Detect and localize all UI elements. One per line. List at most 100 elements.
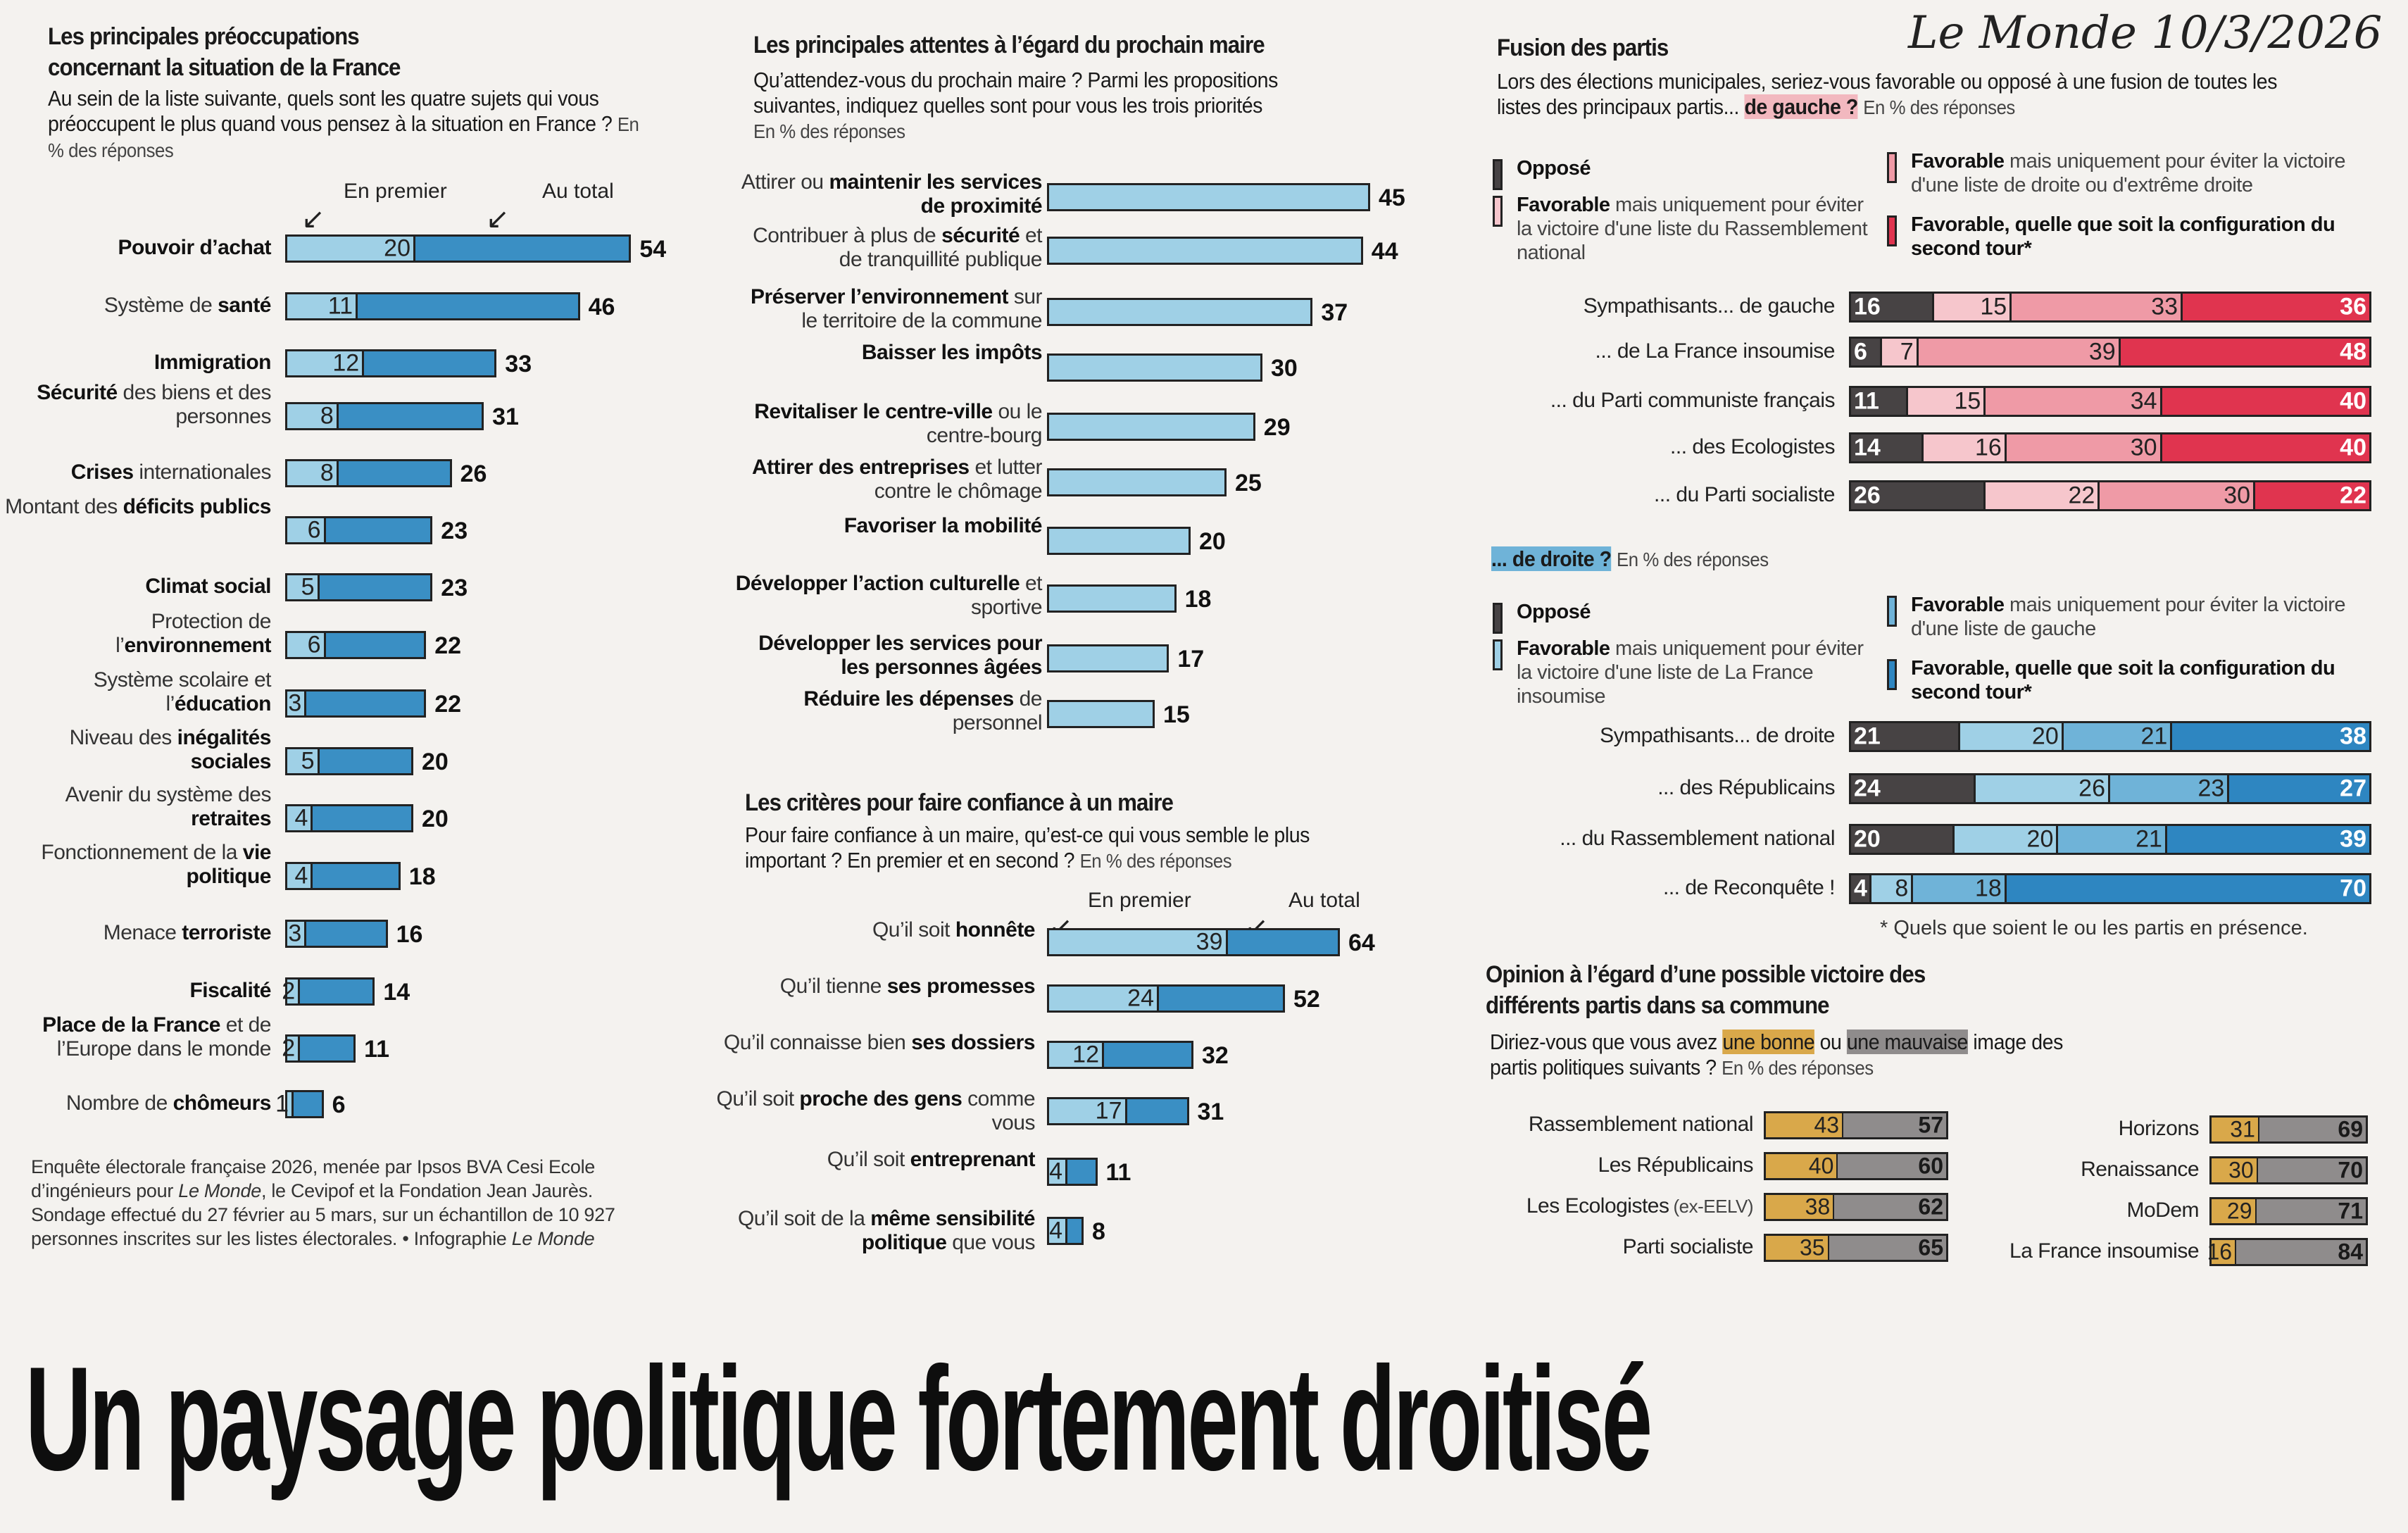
- value-good: 43: [1814, 1112, 1840, 1138]
- segment-value: 40: [2340, 387, 2366, 415]
- attentes-question: Qu’attendez-vous du prochain maire ? Par…: [753, 68, 1278, 118]
- label-normal: Qu’il soit: [872, 918, 955, 941]
- value-first: 2: [282, 977, 296, 1005]
- legend-bold: Favorable: [1911, 594, 2005, 616]
- label-normal: et lutter contre le chômage: [874, 456, 1043, 503]
- segment-good: 43: [1766, 1112, 1844, 1138]
- label-bold: Revitaliser le centre-ville: [754, 400, 993, 423]
- label-normal: et de tranquillité publique: [839, 224, 1043, 271]
- segment: 4: [1851, 875, 1872, 902]
- label-bold: éducation: [174, 692, 272, 715]
- footnote: * Quels que soient le ou les partis en p…: [1880, 917, 2308, 939]
- label-bold: ses promesses: [886, 975, 1036, 998]
- stacked-bar: 16 15 33 36: [1849, 292, 2371, 323]
- party-name: La France insoumise: [2009, 1239, 2199, 1263]
- segment-first: 39: [1049, 928, 1228, 956]
- label-bold: Favoriser la mobilité: [844, 514, 1043, 537]
- label-normal: Montant des: [5, 495, 123, 518]
- value-total: 20: [422, 749, 449, 775]
- segment-first: 20: [287, 234, 415, 262]
- segment-value: 6: [1854, 338, 1867, 365]
- segment-value: 22: [2068, 482, 2095, 509]
- label-normal: Qu’il connaisse bien: [723, 1031, 912, 1054]
- bar: [1047, 353, 1262, 382]
- bar: 4: [285, 862, 401, 890]
- arrow-icon: ↙: [486, 204, 510, 234]
- value-total: 22: [434, 691, 462, 718]
- segment-first: 4: [1049, 1218, 1067, 1244]
- segment-first: 5: [287, 573, 320, 601]
- label-normal: Qu’il soit de la: [737, 1207, 871, 1230]
- source-line-2: , le Cevipof et la Fondation Jean Jaurès…: [31, 1180, 615, 1249]
- value-good: 31: [2230, 1116, 2255, 1142]
- legend-en-premier: En premier: [344, 180, 447, 203]
- label-normal: et de l’Europe dans le monde: [56, 1013, 272, 1060]
- segment: 20: [1959, 723, 2064, 750]
- segment-value: 26: [2078, 775, 2105, 802]
- segment-value: 7: [1900, 338, 1914, 365]
- preoccupations-subtitle: Au sein de la liste suivante, quels sont…: [48, 86, 657, 163]
- value-first: 12: [1072, 1041, 1099, 1068]
- value: 45: [1379, 184, 1405, 211]
- bar: [1047, 584, 1177, 613]
- category-label: Qu’il soit entreprenant: [704, 1148, 1036, 1172]
- segment-first: 4: [287, 805, 313, 832]
- value-first: 6: [307, 516, 321, 544]
- stacked-bar: 14 16 30 40: [1849, 432, 2371, 463]
- label-bold: santé: [218, 294, 271, 317]
- party-name: Les Républicains: [1598, 1153, 1754, 1177]
- value-total: 46: [588, 294, 615, 320]
- attentes-unit: En % des réponses: [753, 120, 905, 142]
- stacked-bar: 4 8 18 70: [1849, 873, 2371, 904]
- legend-label: Opposé: [1517, 600, 1883, 624]
- value-total: 31: [1197, 1099, 1224, 1125]
- legend-label: Favorable mais uniquement pour éviter la…: [1517, 637, 1883, 708]
- opinion-bar: 38 62: [1764, 1193, 1948, 1221]
- value-total: 32: [1202, 1042, 1229, 1069]
- bar: [1047, 700, 1155, 728]
- opinion-question-pre: Diriez-vous que vous avez: [1490, 1030, 1717, 1054]
- party-note: (ex-EELV): [1673, 1196, 1754, 1217]
- segment-value: 34: [2130, 387, 2157, 415]
- legend-bold: Favorable, quelle que soit la configurat…: [1911, 657, 2335, 703]
- segment-value: 11: [1854, 387, 1879, 415]
- label-bold: retraites: [191, 807, 271, 830]
- value-bad: 60: [1918, 1153, 1943, 1179]
- category-label: Sympathisants... de droite: [1600, 724, 1835, 747]
- label-normal: internationales: [133, 461, 271, 484]
- value-first: 5: [301, 573, 315, 601]
- category-label: Attirer ou maintenir les services de pro…: [732, 170, 1043, 218]
- segment-value: 21: [2140, 722, 2168, 750]
- segment: 36: [2183, 294, 2369, 320]
- label-bold: Développer l’action culturelle: [735, 572, 1020, 595]
- value-total: 52: [1293, 986, 1320, 1013]
- segment: 34: [1986, 388, 2162, 415]
- opinion-question-mid: ou: [1819, 1030, 1842, 1054]
- opinion-bar: 31 69: [2209, 1115, 2368, 1144]
- value-first: 20: [384, 234, 410, 262]
- value: 18: [1184, 586, 1212, 613]
- category-label: ... du Parti socialiste: [1654, 483, 1835, 506]
- legend-label: Opposé: [1517, 156, 1883, 180]
- value-total: 54: [639, 236, 667, 263]
- bar: 20: [285, 234, 632, 263]
- segment-value: 20: [1854, 825, 1881, 853]
- segment-first: 4: [287, 863, 313, 889]
- segment: 48: [2120, 339, 2369, 365]
- bar: [1047, 468, 1227, 496]
- segment-value: 14: [1854, 434, 1881, 461]
- segment: 6: [1851, 338, 1883, 365]
- segment: 26: [1851, 482, 1986, 509]
- category-label: Protection de l’environnement: [0, 610, 271, 658]
- party-name: Parti socialiste: [1622, 1235, 1754, 1258]
- legend-label: Favorable mais uniquement pour éviter la…: [1517, 193, 1883, 265]
- segment-first: 1: [275, 1091, 294, 1118]
- label-normal: Système scolaire et l’: [93, 668, 272, 715]
- segment: 39: [2166, 826, 2369, 853]
- category-label: Développer les services pour les personn…: [732, 632, 1042, 680]
- label-normal: Contribuer à plus de: [753, 224, 942, 247]
- value-first: 39: [1196, 928, 1223, 956]
- segment-value: 21: [1854, 722, 1881, 750]
- category-label: Développer l’action culturelle et sporti…: [732, 572, 1043, 620]
- segment: 8: [1871, 875, 1914, 902]
